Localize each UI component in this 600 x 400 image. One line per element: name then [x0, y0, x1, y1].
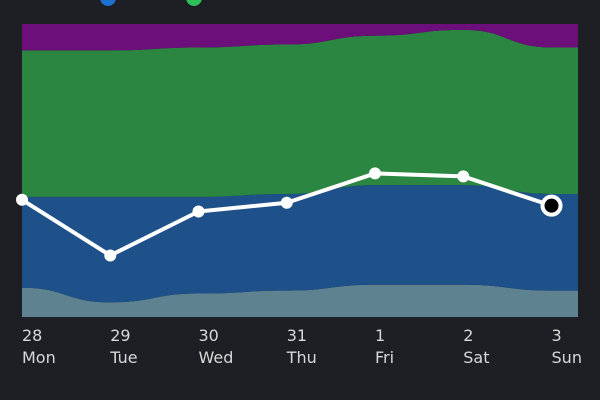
- data-point[interactable]: [104, 249, 117, 262]
- x-tick-day: 2: [463, 326, 473, 345]
- data-point[interactable]: [280, 196, 293, 209]
- x-tick-day: 3: [552, 326, 562, 345]
- area-slate: [22, 284, 578, 317]
- line-series-group: [16, 167, 563, 262]
- area-blue: [22, 185, 578, 303]
- legend-dot-green[interactable]: [186, 0, 202, 6]
- x-tick-weekday: Mon: [22, 348, 56, 367]
- x-tick-day: 1: [375, 326, 385, 345]
- data-point[interactable]: [369, 167, 382, 180]
- x-tick-weekday: Sun: [552, 348, 582, 367]
- x-tick-day: 29: [110, 326, 130, 345]
- x-tick-day: 30: [199, 326, 219, 345]
- data-point-highlighted[interactable]: [540, 194, 563, 217]
- legend-dot-blue[interactable]: [100, 0, 116, 6]
- x-tick-weekday: Wed: [199, 348, 234, 367]
- x-tick-weekday: Tue: [109, 348, 137, 367]
- data-point[interactable]: [16, 193, 28, 206]
- x-tick-weekday: Thu: [286, 348, 317, 367]
- x-tick-day: 31: [287, 326, 307, 345]
- legend-top: [100, 0, 202, 6]
- data-point[interactable]: [192, 205, 205, 218]
- x-tick-weekday: Sat: [463, 348, 489, 367]
- area-green: [22, 29, 578, 197]
- x-tick-day: 28: [22, 326, 42, 345]
- x-axis-ticks: 28 Mon 29 Tue 30 Wed 31 Thu 1 Fri 2 Sat 3 Sun: [22, 326, 582, 367]
- area-series-group: [22, 24, 578, 317]
- data-point[interactable]: [457, 170, 470, 183]
- x-tick-weekday: Fri: [375, 348, 394, 367]
- area-purple: [22, 24, 578, 51]
